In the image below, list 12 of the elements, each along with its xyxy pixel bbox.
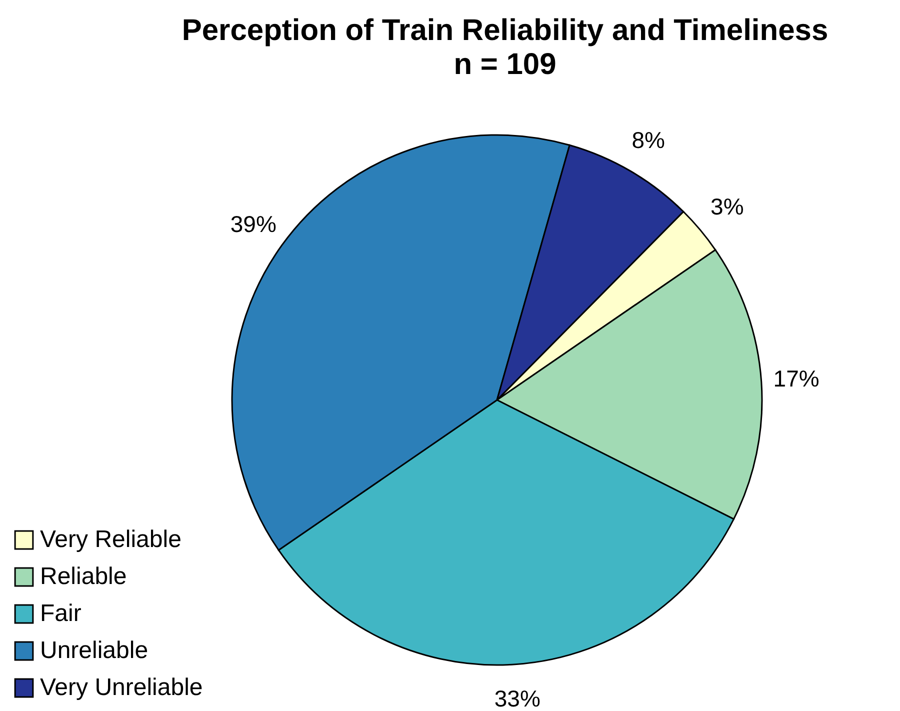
legend-label: Fair: [40, 600, 82, 627]
chart-subtitle: n = 109: [454, 48, 556, 81]
legend-label: Reliable: [40, 563, 127, 590]
chart-title: Perception of Train Reliability and Timeliness: [182, 14, 828, 47]
legend-label: Unreliable: [40, 637, 148, 664]
legend-label: Very Reliable: [40, 526, 182, 553]
data-label: 33%: [494, 685, 540, 711]
data-label: 39%: [230, 210, 276, 237]
data-label: 8%: [632, 126, 665, 153]
legend-label: Very Unreliable: [40, 674, 203, 701]
data-label: 3%: [710, 194, 744, 220]
data-label: 17%: [773, 366, 820, 392]
